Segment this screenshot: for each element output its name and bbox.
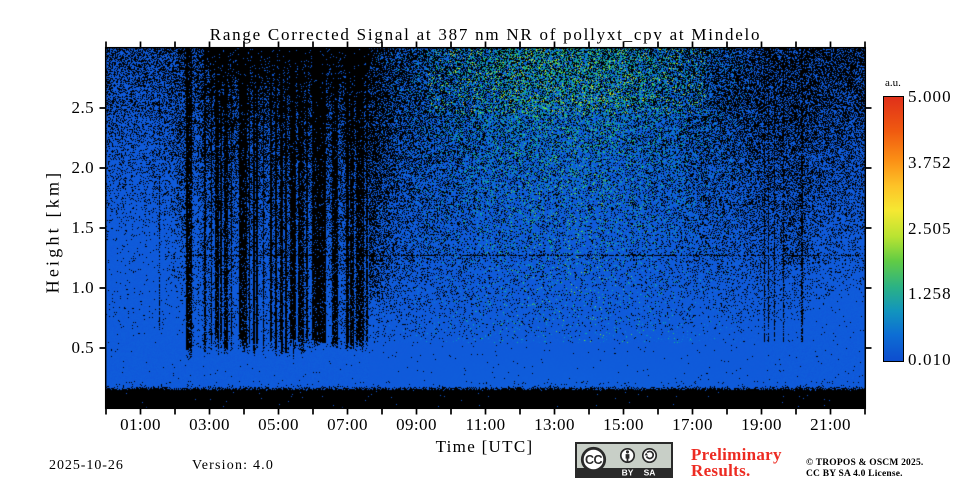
svg-text:BY: BY: [622, 467, 634, 477]
svg-text:CC: CC: [585, 453, 603, 467]
svg-text:SA: SA: [644, 467, 656, 477]
